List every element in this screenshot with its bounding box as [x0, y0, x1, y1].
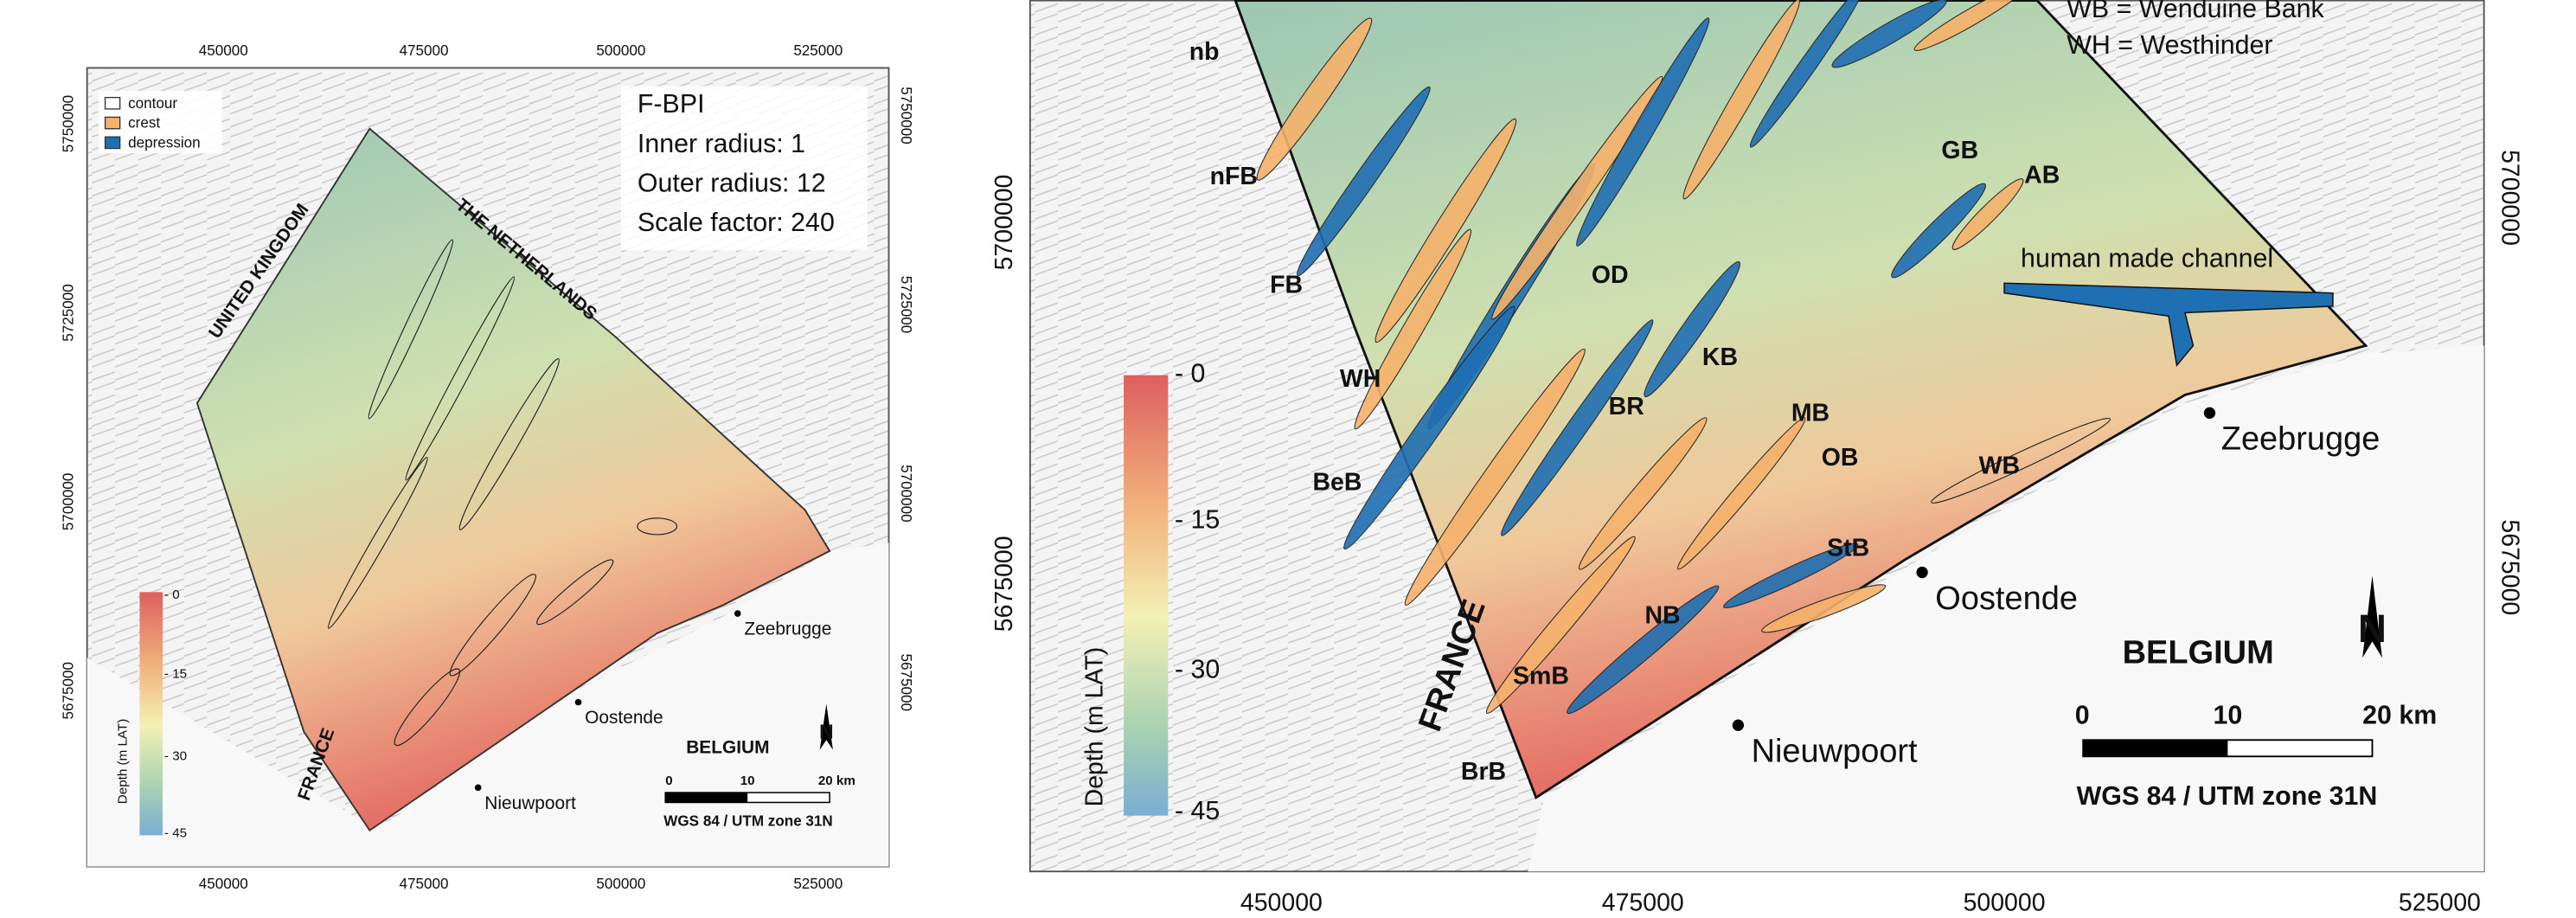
- right-scale-bar-fill: [2083, 740, 2227, 756]
- y-tick-label: 5675000: [60, 662, 76, 720]
- x-tick-label: 500000: [596, 42, 645, 59]
- abbreviation: WB = Wenduine Bank: [2067, 0, 2324, 23]
- bank-label: OB: [1822, 444, 1859, 472]
- x-tick-label: 500000: [1964, 889, 2046, 917]
- bank-label: OD: [1592, 261, 1629, 289]
- x-tick-label: 525000: [793, 42, 843, 59]
- bank-label: WB: [1979, 453, 2020, 480]
- abbreviation: WH = Westhinder: [2067, 30, 2272, 60]
- place-dot: [1733, 720, 1744, 731]
- legend-swatch-crest: [106, 117, 120, 128]
- scale-label: 10: [2213, 701, 2242, 730]
- colorbar-label: - 45: [164, 826, 187, 841]
- bank-label: AB: [2024, 161, 2060, 189]
- scale-label: 0: [665, 774, 672, 788]
- left-scale-bar-fill: [665, 793, 747, 802]
- place-label: Zeebrugge: [2221, 421, 2381, 458]
- info-line: Outer radius: 12: [638, 168, 826, 197]
- x-tick-label: 450000: [199, 876, 248, 892]
- colorbar-title: Depth (m LAT): [115, 719, 130, 804]
- page: Bathymetric position index maps html, bo…: [0, 0, 2576, 918]
- north-label: N: [819, 721, 833, 743]
- y-tick-label: 5700000: [990, 175, 1018, 271]
- left-colorbar: [139, 592, 163, 835]
- place-label: Nieuwpoort: [484, 793, 576, 813]
- scale-label: 20 km: [818, 774, 855, 788]
- colorbar-label: - 0: [1175, 359, 1205, 388]
- bank-label: WH: [1340, 365, 1381, 393]
- place-label: Oostende: [585, 708, 663, 728]
- legend-label: depression: [128, 134, 201, 151]
- place-dot: [475, 785, 482, 792]
- country-label: BELGIUM: [686, 737, 769, 757]
- y-tick-label: 5725000: [898, 276, 914, 333]
- x-tick-label: 450000: [1240, 889, 1323, 917]
- y-tick-label: 5675000: [898, 654, 914, 712]
- scale-label: 10: [740, 774, 755, 788]
- legend-label: crest: [128, 115, 160, 132]
- colorbar-label: - 15: [1175, 505, 1220, 535]
- crs-label: WGS 84 / UTM zone 31N: [2077, 781, 2378, 811]
- bank-label: FB: [1270, 272, 1303, 299]
- legend-swatch-contour: [106, 98, 120, 109]
- scale-label: 20 km: [2362, 701, 2437, 730]
- page-body: { "left_panel": { "top_ticks": [450000, …: [0, 0, 2576, 918]
- colorbar-label: - 0: [164, 587, 180, 602]
- info-line: F-BPI: [638, 89, 705, 119]
- info-line: Inner radius: 1: [638, 129, 805, 158]
- y-tick-label: 5750000: [898, 87, 914, 144]
- country-label: BELGIUM: [2123, 635, 2274, 671]
- x-tick-label: 450000: [199, 42, 248, 59]
- place-dot: [734, 610, 741, 617]
- place-label: Oostende: [1935, 581, 2078, 617]
- x-tick-label: 525000: [793, 876, 843, 892]
- y-tick-label: 5750000: [60, 95, 76, 152]
- place-dot: [2204, 408, 2215, 419]
- legend-label: contour: [128, 95, 177, 112]
- x-tick-label: 475000: [400, 42, 449, 59]
- bank-label: BrB: [1461, 758, 1506, 786]
- place-label: Nieuwpoort: [1752, 733, 1919, 769]
- north-label: N: [2358, 607, 2387, 651]
- bank-label: NB: [1644, 601, 1680, 629]
- place-dot: [1916, 567, 1927, 578]
- colorbar-label: - 30: [1175, 655, 1220, 684]
- bank-label: StB: [1827, 534, 1869, 562]
- scale-label: 0: [2075, 701, 2090, 730]
- y-tick-label: 5675000: [2496, 519, 2524, 615]
- bank-label: SmB: [1513, 663, 1569, 690]
- x-tick-label: 475000: [400, 876, 449, 892]
- bank-label: KB: [1702, 343, 1738, 371]
- x-tick-label: 475000: [1602, 889, 1684, 917]
- info-line: Scale factor: 240: [638, 208, 835, 237]
- bank-label: BeB: [1313, 469, 1362, 497]
- crs-label: WGS 84 / UTM zone 31N: [663, 813, 832, 830]
- bank-label: GB: [1941, 137, 1978, 164]
- y-tick-label: 5700000: [2496, 150, 2524, 246]
- x-tick-label: 500000: [596, 876, 645, 892]
- legend-swatch-depression: [106, 137, 120, 148]
- colorbar-label: - 15: [164, 666, 187, 681]
- bank-label: MB: [1791, 400, 1829, 427]
- right-colorbar: [1124, 376, 1168, 816]
- colorbar-title: Depth (m LAT): [1080, 647, 1108, 807]
- bank-label: BR: [1609, 393, 1644, 420]
- y-tick-label: 5700000: [898, 465, 914, 523]
- bank-label: nb: [1189, 38, 1220, 66]
- colorbar-label: - 30: [164, 748, 187, 763]
- y-tick-label: 5700000: [60, 473, 76, 531]
- place-label: Zeebrugge: [744, 619, 831, 639]
- y-tick-label: 5725000: [60, 284, 76, 342]
- place-dot: [575, 699, 582, 706]
- y-tick-label: 5675000: [990, 536, 1018, 632]
- colorbar-label: - 45: [1175, 796, 1220, 825]
- figure: 450000 450000 475000 475000 500000 500000 5250…: [0, 0, 2576, 918]
- x-tick-label: 525000: [2399, 889, 2481, 917]
- channel-label: human made channel: [2021, 244, 2273, 273]
- bank-label: nFB: [1210, 163, 1258, 190]
